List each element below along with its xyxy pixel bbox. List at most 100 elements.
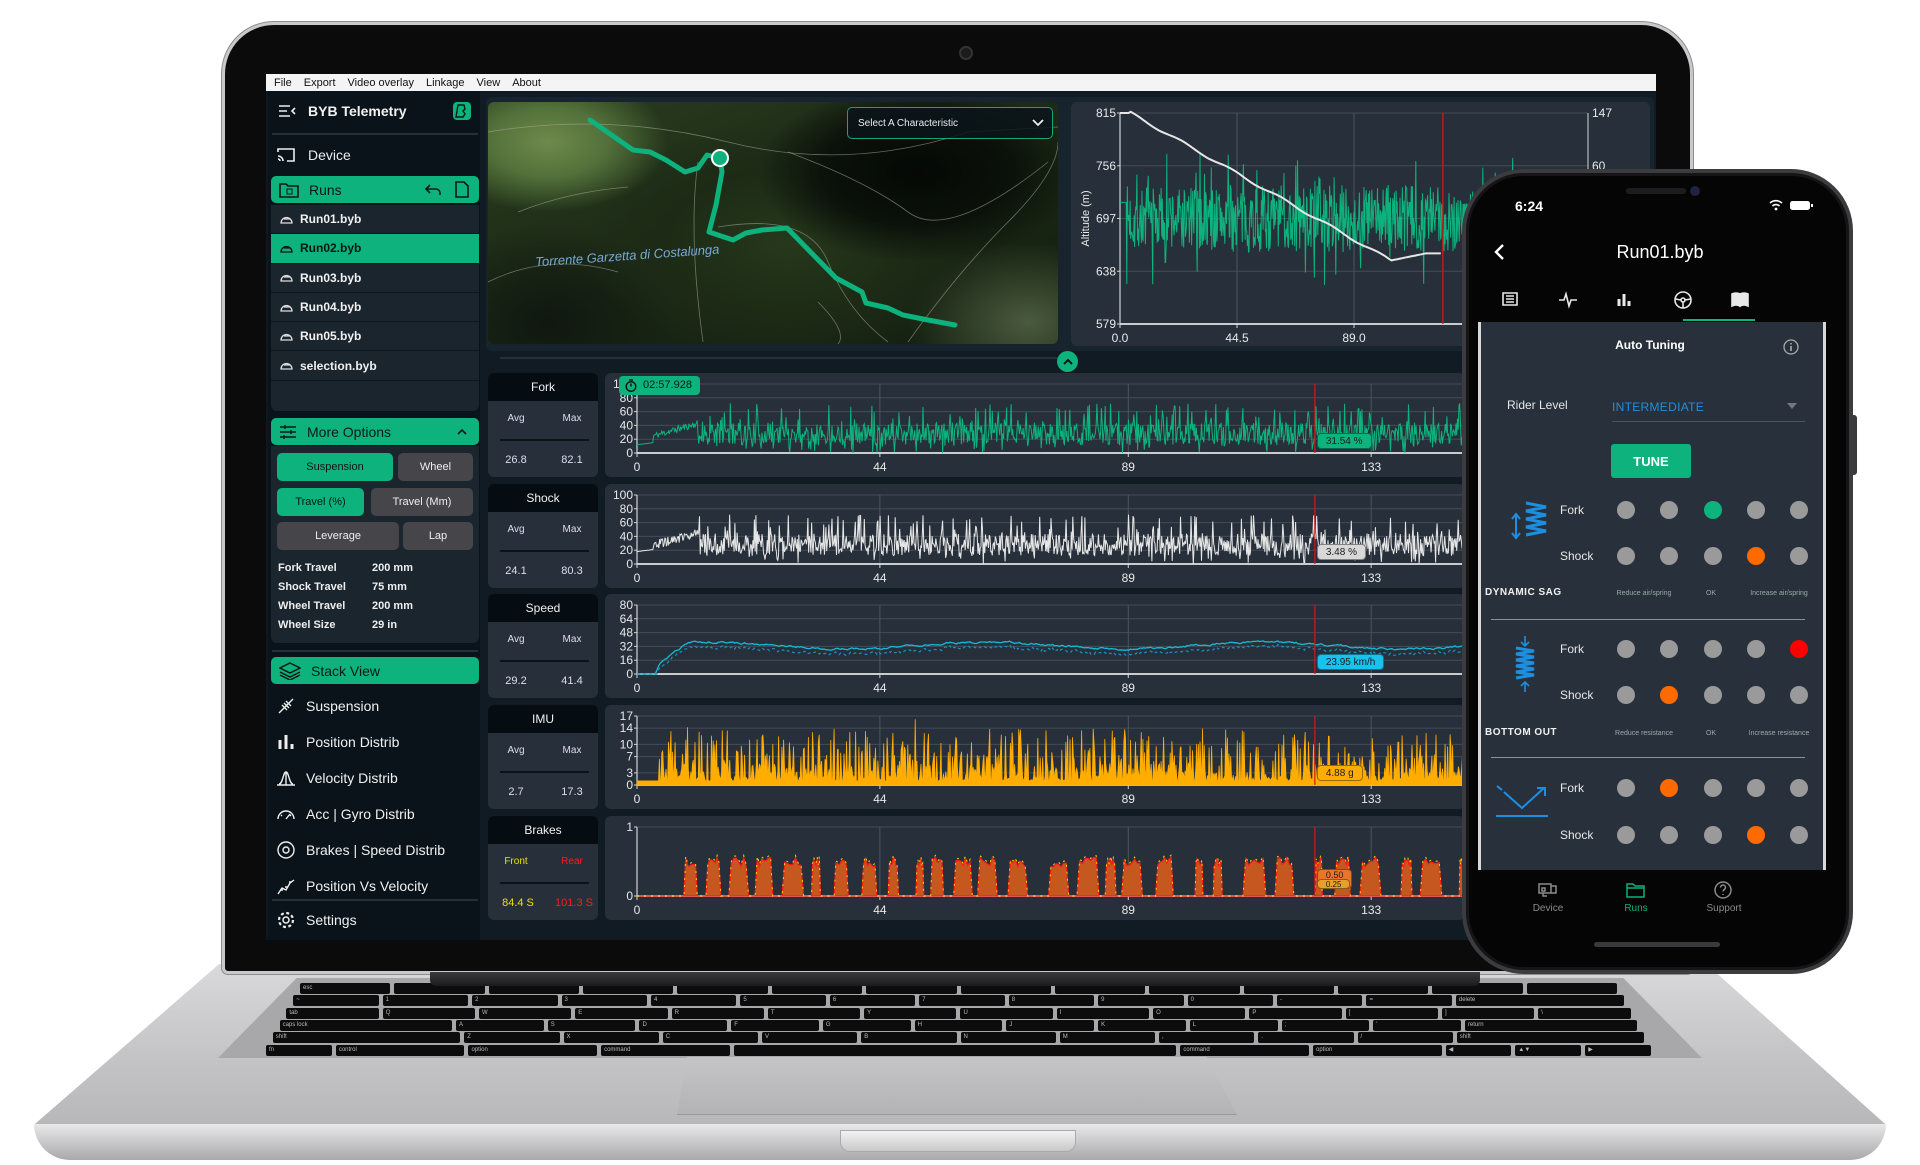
key[interactable]: 2 [472, 995, 558, 1007]
key[interactable]: G [822, 1019, 911, 1031]
key[interactable]: - [1277, 995, 1363, 1007]
key[interactable]: 6 [829, 995, 916, 1007]
key[interactable]: 4 [650, 995, 737, 1007]
key[interactable] [866, 983, 957, 994]
rider-level-select[interactable]: INTERMEDIATE [1612, 398, 1805, 422]
key[interactable]: shift [1456, 1032, 1645, 1044]
sidebar-item-device[interactable]: Device [268, 142, 480, 167]
key[interactable] [1337, 983, 1429, 994]
option-button-wheel[interactable]: Wheel [398, 453, 473, 481]
menu-export[interactable]: Export [303, 76, 336, 89]
menu-video-overlay[interactable]: Video overlay [347, 76, 414, 89]
steering-wheel-icon[interactable] [1673, 290, 1693, 310]
run-file-item[interactable]: Run04.byb [271, 293, 479, 323]
key[interactable]: ' [1373, 1019, 1461, 1031]
sidebar-item-acc-gyro-distrib[interactable]: Acc | Gyro Distrib [276, 804, 415, 824]
menu-about[interactable]: About [512, 76, 541, 89]
sidebar-item-velocity-distrib[interactable]: Velocity Distrib [276, 768, 398, 788]
option-button-travel-mm[interactable]: Travel (Mm) [371, 488, 473, 516]
key[interactable] [488, 983, 580, 994]
key[interactable]: O [1153, 1007, 1246, 1019]
key[interactable]: fn [266, 1044, 332, 1056]
key[interactable]: Z [464, 1032, 560, 1044]
collapse-map-button[interactable] [1057, 351, 1078, 372]
pulse-icon[interactable] [1558, 290, 1578, 310]
key[interactable]: K [1098, 1019, 1186, 1031]
key[interactable]: 0 [1187, 995, 1273, 1007]
info-icon[interactable] [1783, 339, 1799, 355]
key[interactable]: M [1059, 1032, 1156, 1044]
key[interactable]: S [547, 1019, 636, 1031]
key[interactable] [733, 1044, 1177, 1056]
key[interactable]: ; [1281, 1019, 1370, 1031]
option-button-lap[interactable]: Lap [403, 522, 473, 550]
sidebar-item-position-vs-velocity[interactable]: Position Vs Velocity [276, 876, 428, 896]
key[interactable]: return [1464, 1019, 1638, 1031]
key[interactable]: , [1159, 1032, 1255, 1044]
more-options-toggle[interactable]: More Options [271, 418, 479, 445]
undo-icon[interactable] [425, 183, 441, 197]
key[interactable]: ◀ [1445, 1044, 1512, 1056]
key[interactable]: 7 [919, 995, 1005, 1007]
key[interactable]: ▲▼ [1515, 1044, 1582, 1056]
key[interactable]: A [456, 1019, 544, 1031]
key[interactable]: . [1258, 1032, 1354, 1044]
key[interactable]: control [335, 1044, 465, 1056]
key[interactable]: F [731, 1019, 819, 1031]
key[interactable]: P [1249, 1007, 1342, 1019]
sidebar-item-position-distrib[interactable]: Position Distrib [276, 732, 399, 752]
nav-runs[interactable]: Runs [1606, 880, 1666, 914]
option-button-leverage[interactable]: Leverage [277, 522, 399, 550]
key[interactable]: V [762, 1032, 858, 1044]
book-icon[interactable] [1730, 290, 1750, 310]
tune-button[interactable]: TUNE [1611, 444, 1691, 478]
key[interactable]: option [1312, 1044, 1442, 1056]
key[interactable]: C [662, 1032, 759, 1044]
key[interactable] [960, 983, 1051, 994]
key[interactable] [1526, 983, 1618, 994]
menu-file[interactable]: File [274, 76, 292, 89]
characteristic-select[interactable]: Select A Characteristic [847, 107, 1053, 139]
key[interactable] [1432, 983, 1523, 994]
key[interactable]: = [1366, 995, 1452, 1007]
key[interactable]: I [1056, 1007, 1150, 1019]
run-file-item[interactable]: Run01.byb [271, 205, 479, 235]
key[interactable]: 1 [382, 995, 469, 1007]
key[interactable]: \ [1538, 1007, 1631, 1019]
sidebar-item-brakes-speed-distrib[interactable]: Brakes | Speed Distrib [276, 840, 445, 860]
key[interactable]: U [960, 1007, 1053, 1019]
key[interactable]: L [1189, 1019, 1278, 1031]
key[interactable]: E [575, 1007, 668, 1019]
run-file-item[interactable]: Run02.byb [271, 234, 479, 264]
sidebar-item-stack-view[interactable]: Stack View [271, 657, 479, 684]
key[interactable]: 9 [1098, 995, 1184, 1007]
option-button-travel[interactable]: Travel (%) [277, 488, 364, 516]
key[interactable]: Q [382, 1007, 475, 1019]
run-file-item[interactable]: Run05.byb [271, 322, 479, 352]
key[interactable]: command [601, 1044, 730, 1056]
key[interactable]: command [1180, 1044, 1309, 1056]
key[interactable]: ~ [293, 995, 379, 1007]
run-file-item[interactable]: selection.byb [271, 351, 479, 381]
key[interactable]: N [960, 1032, 1056, 1044]
position-marker[interactable] [711, 149, 729, 167]
back-icon[interactable] [1493, 243, 1505, 261]
key[interactable]: R [671, 1007, 764, 1019]
key[interactable] [1243, 983, 1334, 994]
key[interactable]: 3 [561, 995, 647, 1007]
list-icon[interactable] [1500, 290, 1520, 310]
sidebar-item-suspension[interactable]: Suspension [276, 696, 379, 716]
key[interactable]: caps lock [279, 1019, 453, 1031]
key[interactable]: B [861, 1032, 957, 1044]
key[interactable]: J [1006, 1019, 1095, 1031]
option-button-suspension[interactable]: Suspension [277, 453, 393, 481]
key[interactable] [677, 983, 768, 994]
key[interactable]: / [1357, 1032, 1453, 1044]
key[interactable]: option [468, 1044, 598, 1056]
key[interactable] [583, 983, 674, 994]
key[interactable]: ▶ [1585, 1044, 1652, 1056]
key[interactable]: esc [300, 983, 391, 994]
nav-device[interactable]: Device [1518, 880, 1578, 914]
panel-splitter[interactable] [500, 357, 1060, 359]
